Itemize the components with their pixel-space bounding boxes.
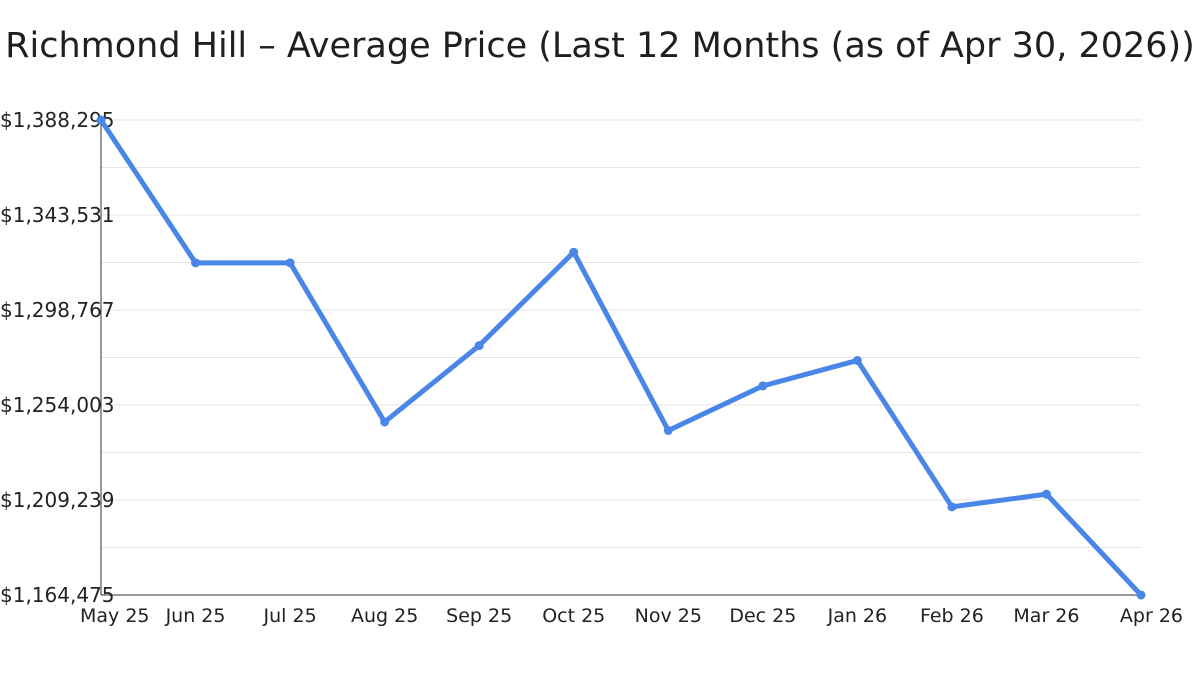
data-point xyxy=(191,258,201,268)
x-tick-label: Mar 26 xyxy=(1013,605,1079,627)
x-tick-label: Feb 26 xyxy=(920,605,984,627)
y-tick-label: $1,254,003 xyxy=(0,393,115,417)
data-point xyxy=(758,381,768,391)
x-tick-label: Sep 25 xyxy=(446,605,512,627)
x-tick-label: Apr 26 xyxy=(1120,605,1183,627)
y-tick-label: $1,209,239 xyxy=(0,488,115,512)
data-point xyxy=(1041,489,1051,499)
data-point xyxy=(852,355,862,365)
data-point xyxy=(96,115,106,125)
x-tick-label: Jul 25 xyxy=(263,605,317,627)
x-tick-labels: May 25 Jun 25 Jul 25 Aug 25 Sep 25 Oct 25 Nov … xyxy=(80,605,1183,627)
y-tick-label: $1,388,295 xyxy=(0,108,115,132)
x-tick-label: Jun 25 xyxy=(165,605,226,627)
data-points xyxy=(96,115,1146,600)
x-tick-label: Jan 26 xyxy=(827,605,888,627)
chart-title: Richmond Hill – Average Price (Last 12 M… xyxy=(5,26,1195,66)
x-tick-label: Nov 25 xyxy=(635,605,702,627)
data-point xyxy=(663,425,673,435)
series-line-group xyxy=(98,117,1144,598)
y-tick-label: $1,298,767 xyxy=(0,298,115,322)
data-point xyxy=(285,258,295,268)
data-point xyxy=(569,247,579,257)
gridlines xyxy=(101,119,1141,548)
x-tick-label: Aug 25 xyxy=(351,605,418,627)
axes xyxy=(100,120,1141,596)
y-tick-label: $1,343,531 xyxy=(0,203,115,227)
y-tick-label: $1,164,475 xyxy=(0,583,115,607)
x-tick-label: May 25 xyxy=(80,605,150,627)
data-point xyxy=(947,502,957,512)
y-tick-labels: $1,164,475 $1,209,239 $1,254,003 $1,298,767… xyxy=(0,108,115,607)
x-tick-label: Dec 25 xyxy=(729,605,796,627)
data-point xyxy=(380,417,390,427)
data-point xyxy=(1136,590,1146,600)
x-tick-label: Oct 25 xyxy=(542,605,605,627)
data-point xyxy=(474,341,484,351)
series-line xyxy=(98,117,1144,598)
